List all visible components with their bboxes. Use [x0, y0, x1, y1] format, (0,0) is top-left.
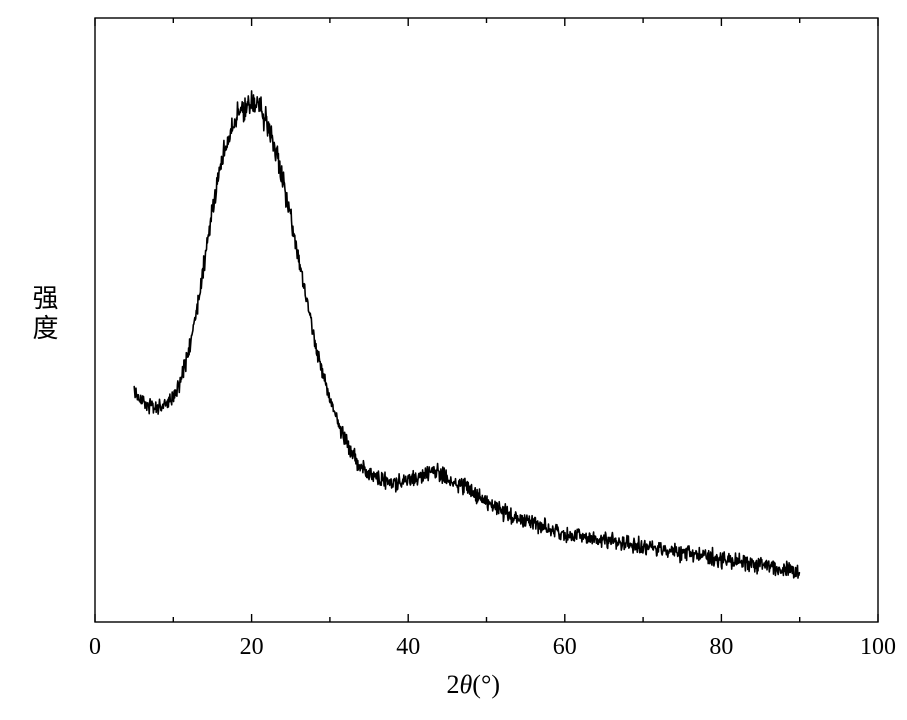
svg-text:20: 20 [240, 634, 264, 660]
svg-text:60: 60 [553, 634, 577, 660]
x-axis-label-text: 2θ(°) [447, 670, 501, 699]
svg-text:100: 100 [860, 634, 896, 660]
xrd-chart: 0 20 40 60 80 100 强度 2θ(°) [0, 0, 907, 720]
svg-text:80: 80 [709, 634, 733, 660]
plot-svg: 0 20 40 60 80 100 [0, 0, 907, 720]
svg-text:40: 40 [396, 634, 420, 660]
svg-text:0: 0 [89, 634, 101, 660]
x-axis-label: 2θ(°) [447, 670, 501, 700]
y-axis-label: 强度 [25, 284, 62, 344]
